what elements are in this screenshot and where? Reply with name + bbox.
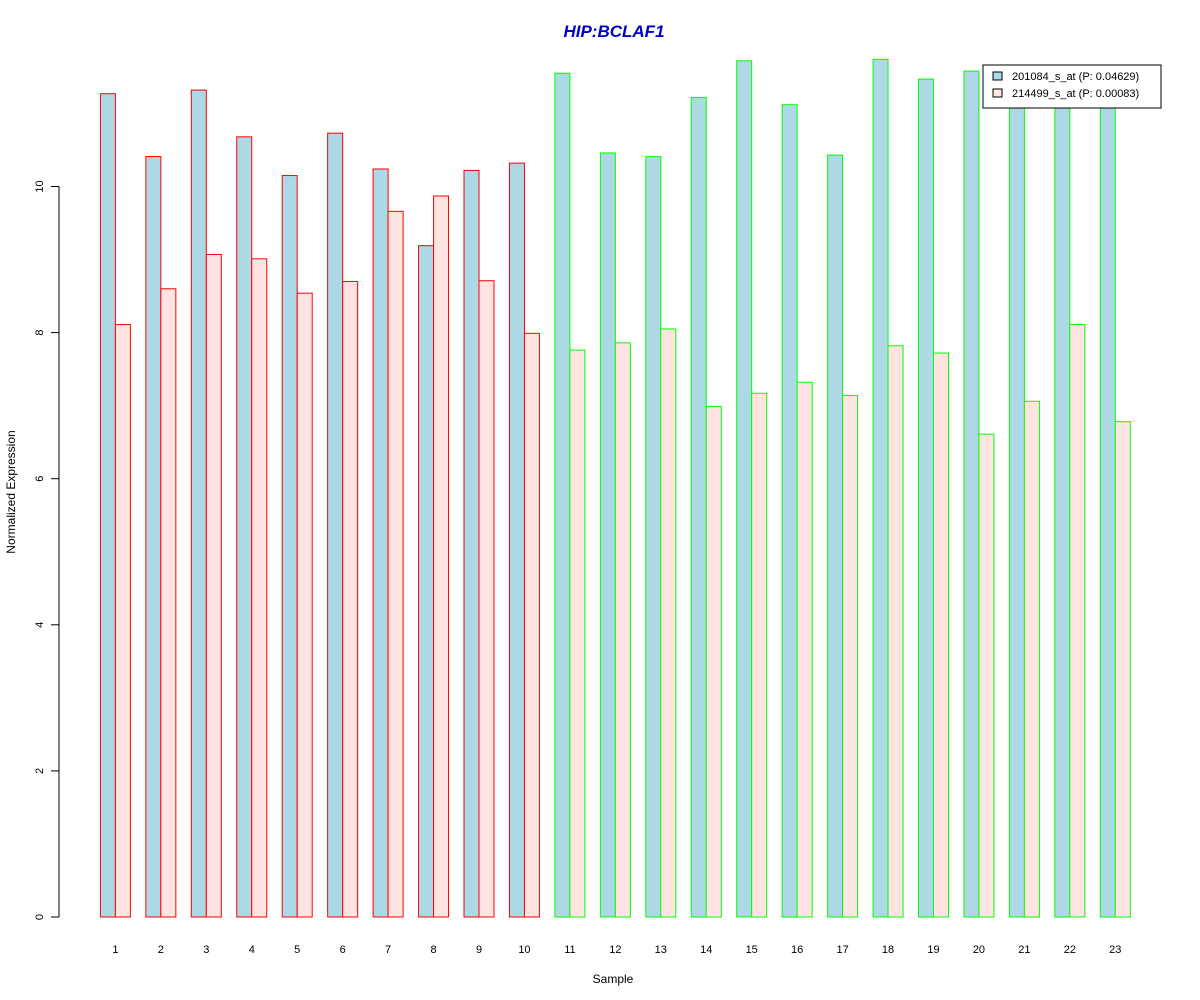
bar-series1-sample-8 — [418, 245, 435, 918]
bar-series2-sample-1 — [114, 324, 131, 918]
y-tick-label: 10 — [34, 180, 46, 192]
bar-series1-sample-21 — [1008, 105, 1025, 918]
x-tick-label: 2 — [158, 944, 164, 956]
bar-series1-sample-9 — [463, 169, 480, 918]
bar-series2-sample-18 — [887, 345, 904, 918]
bar-series2-sample-10 — [523, 332, 540, 918]
bar-series2-sample-7 — [387, 210, 404, 918]
y-tick-label: 8 — [34, 330, 46, 336]
bar-series1-sample-16 — [781, 104, 798, 918]
bar-series1-sample-10 — [508, 162, 525, 918]
bar-series1-sample-20 — [963, 70, 980, 918]
x-tick-label: 5 — [294, 944, 300, 956]
bar-series2-sample-6 — [342, 280, 359, 918]
bar-series1-sample-11 — [554, 72, 571, 918]
y-tick-label: 2 — [34, 768, 46, 774]
x-tick-label: 22 — [1064, 944, 1076, 956]
x-tick-label: 12 — [609, 944, 621, 956]
bar-series2-sample-19 — [933, 352, 949, 918]
bar-series2-sample-21 — [1023, 400, 1040, 918]
bar-series2-sample-22 — [1069, 324, 1086, 918]
bar-series1-sample-1 — [99, 93, 116, 918]
x-tick-label: 4 — [249, 944, 255, 956]
bar-series1-sample-2 — [145, 156, 162, 918]
bar-series1-sample-15 — [736, 60, 753, 918]
bar-series2-sample-14 — [705, 405, 722, 918]
y-tick-label: 6 — [34, 476, 46, 482]
bar-series2-sample-8 — [433, 195, 450, 918]
bar-series1-sample-4 — [236, 136, 253, 918]
chart-title: HIP:BCLAF1 — [563, 22, 664, 41]
legend: 201084_s_at (P: 0.04629) 214499_s_at (P: … — [982, 64, 1162, 109]
x-tick-label: 3 — [203, 944, 209, 956]
bar-series1-sample-7 — [372, 168, 389, 918]
x-tick-label: 9 — [476, 944, 482, 956]
bar-series2-sample-3 — [205, 253, 222, 918]
x-tick-label: 7 — [385, 944, 391, 956]
y-axis: 0 2 4 6 8 10 — [34, 180, 60, 920]
bar-series2-sample-20 — [978, 433, 995, 918]
bar-series2-sample-17 — [842, 394, 859, 918]
x-tick-label: 19 — [927, 944, 939, 956]
bar-series2-sample-16 — [796, 381, 813, 918]
x-tick-label: 13 — [655, 944, 667, 956]
bar-series1-sample-3 — [190, 89, 207, 918]
x-axis: 1 2 3 4 5 6 7 8 9 10 11 12 13 14 15 16 17 18 19 20 21 22 23 — [112, 944, 1121, 956]
bar-series2-sample-12 — [614, 342, 631, 918]
bar-series2-sample-23 — [1114, 421, 1131, 918]
legend-swatch-1 — [992, 71, 1003, 81]
bar-series1-sample-22 — [1054, 105, 1071, 918]
x-tick-label: 17 — [836, 944, 848, 956]
x-tick-label: 8 — [430, 944, 436, 956]
bar-series2-sample-9 — [478, 280, 495, 918]
bar-series1-sample-19 — [918, 78, 934, 918]
bar-series2-sample-5 — [296, 292, 313, 918]
bar-series1-sample-6 — [327, 132, 344, 918]
legend-label-2: 214499_s_at (P: 0.00083) — [1012, 88, 1139, 100]
y-tick-label: 4 — [34, 622, 46, 628]
x-tick-label: 11 — [564, 944, 575, 956]
x-tick-label: 15 — [746, 944, 758, 956]
x-tick-label: 18 — [882, 944, 894, 956]
x-tick-label: 10 — [518, 944, 530, 956]
legend-label-1: 201084_s_at (P: 0.04629) — [1012, 71, 1139, 83]
x-tick-label: 20 — [973, 944, 985, 956]
y-tick-label: 0 — [34, 914, 46, 920]
bars-group — [99, 58, 1131, 918]
bar-series1-sample-18 — [872, 58, 889, 918]
x-tick-label: 6 — [340, 944, 346, 956]
bar-series2-sample-13 — [660, 328, 677, 918]
bar-series2-sample-2 — [160, 288, 177, 918]
bar-series2-sample-4 — [251, 258, 268, 918]
x-tick-label: 16 — [791, 944, 803, 956]
bar-series1-sample-14 — [690, 96, 707, 918]
y-axis-label: Normalized Expression — [4, 430, 18, 553]
bar-series1-sample-17 — [827, 154, 844, 918]
x-tick-label: 23 — [1109, 944, 1121, 956]
bar-series2-sample-11 — [569, 349, 586, 918]
x-tick-label: 14 — [700, 944, 712, 956]
legend-box — [982, 64, 1162, 109]
x-axis-label: Sample — [593, 972, 634, 986]
x-tick-label: 21 — [1018, 944, 1030, 956]
bar-series1-sample-13 — [645, 156, 662, 918]
bar-series1-sample-5 — [281, 175, 298, 918]
legend-swatch-2 — [992, 88, 1003, 98]
bar-series1-sample-23 — [1099, 105, 1116, 918]
bar-series2-sample-15 — [751, 392, 768, 918]
bar-series1-sample-12 — [599, 152, 616, 918]
x-tick-label: 1 — [112, 944, 118, 956]
